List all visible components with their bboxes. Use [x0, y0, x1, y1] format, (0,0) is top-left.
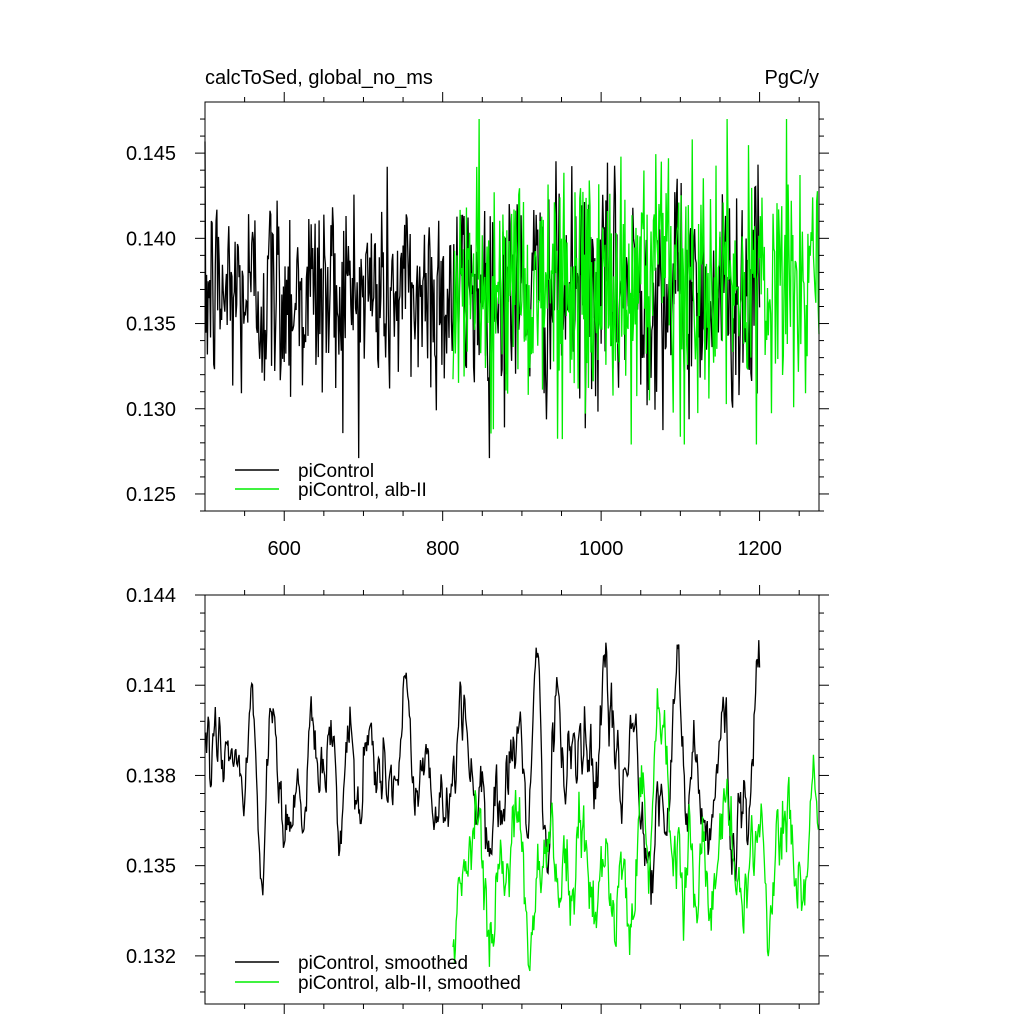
top-axes: 600 800 1000 1200 0.125 0.130 0.135 0.140 0.145	[126, 92, 829, 560]
top-legend-label-0: piControl	[298, 461, 374, 482]
bottom-legend-label-1: piControl, alb-II, smoothed	[298, 973, 521, 994]
bottom-y-tick-label-3: 0.141	[126, 675, 176, 697]
bottom-plot-frame	[204, 594, 820, 1005]
top-legend: piControl piControl, alb-II	[235, 461, 427, 501]
bottom-series-line-0	[204, 640, 761, 905]
top-x-tick-label-3: 1200	[737, 538, 782, 560]
bottom-series-line-1	[452, 688, 820, 972]
bottom-legend-label-0: piControl, smoothed	[298, 953, 468, 974]
top-y-tick-label-3: 0.140	[126, 228, 176, 250]
top-x-tick-label-0: 600	[268, 538, 301, 560]
bottom-y-tick-label-1: 0.135	[126, 856, 176, 878]
top-series-line-1	[452, 119, 820, 445]
top-y-tick-label-2: 0.135	[126, 314, 176, 336]
top-x-tick-label-2: 1000	[579, 538, 624, 560]
bottom-legend: piControl, smoothed piControl, alb-II, s…	[235, 953, 521, 994]
top-y-tick-label-4: 0.145	[126, 143, 176, 165]
top-series-group	[204, 119, 820, 459]
bottom-y-tick-label-4: 0.144	[126, 585, 176, 607]
bottom-axes: 0.132 0.135 0.138 0.141 0.144	[126, 585, 829, 1014]
top-y-tick-label-0: 0.125	[126, 484, 176, 506]
bottom-panel: 0.132 0.135 0.138 0.141 0.144 piControl, smo…	[126, 585, 829, 1014]
top-series-line-0	[204, 141, 761, 459]
top-title-left: calcToSed, global_no_ms	[205, 67, 433, 89]
top-plot-frame	[204, 101, 820, 512]
top-legend-label-1: piControl, alb-II	[298, 480, 427, 501]
bottom-y-tick-label-0: 0.132	[126, 946, 176, 968]
top-x-tick-label-1: 800	[426, 538, 459, 560]
top-title-right: PgC/y	[765, 67, 819, 89]
bottom-series-group	[204, 640, 820, 972]
top-y-tick-label-1: 0.130	[126, 399, 176, 421]
bottom-y-tick-label-2: 0.138	[126, 765, 176, 787]
top-panel: calcToSed, global_no_ms PgC/y 600 800 1000…	[126, 67, 829, 560]
